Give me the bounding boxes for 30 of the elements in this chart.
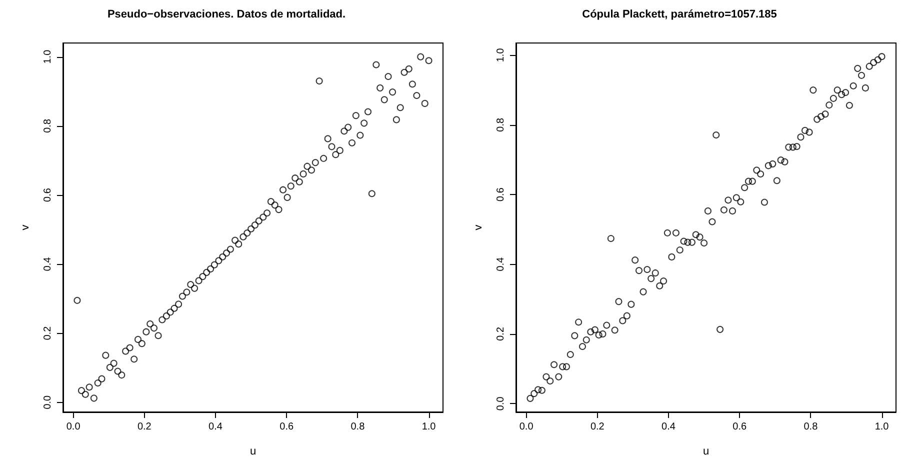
chart-title: Pseudo−observaciones. Datos de mortalidad.: [107, 8, 346, 20]
y-tick-label: 1.0: [42, 49, 54, 64]
y-tick-label: 0.6: [496, 187, 506, 202]
y-tick-label: 0.6: [42, 188, 54, 202]
x-tick-label: 0.2: [590, 422, 605, 432]
x-tick-label: 0.6: [732, 422, 747, 432]
y-tick-label: 0.2: [496, 326, 506, 341]
x-tick-label: 0.0: [66, 422, 81, 432]
y-axis-title: v: [20, 224, 32, 230]
y-tick-label: 0.0: [496, 396, 506, 411]
x-tick-label: 0.8: [804, 422, 818, 432]
y-tick-label: 0.4: [496, 256, 506, 272]
y-tick-label: 0.4: [42, 256, 54, 272]
x-tick-label: 0.2: [137, 422, 152, 432]
x-tick-label: 1.0: [874, 422, 890, 432]
y-tick-label: 0.0: [42, 394, 54, 410]
x-axis-title: u: [250, 446, 256, 458]
x-tick-label: 0.6: [280, 422, 294, 432]
y-tick-label: 0.2: [42, 326, 54, 340]
y-tick-label: 0.8: [42, 118, 54, 133]
x-axis-title: u: [702, 446, 710, 458]
x-tick-label: 0.0: [519, 422, 534, 432]
y-tick-label: 1.0: [496, 48, 506, 62]
chart-title: Cópula Plackett, parámetro=1057.185: [582, 8, 777, 20]
y-tick-label: 0.8: [496, 117, 506, 132]
x-tick-label: 1.0: [422, 422, 436, 432]
y-axis-title: v: [472, 224, 484, 230]
x-tick-label: 0.4: [662, 422, 676, 432]
x-tick-label: 0.8: [350, 422, 366, 432]
x-tick-label: 0.4: [208, 422, 223, 432]
